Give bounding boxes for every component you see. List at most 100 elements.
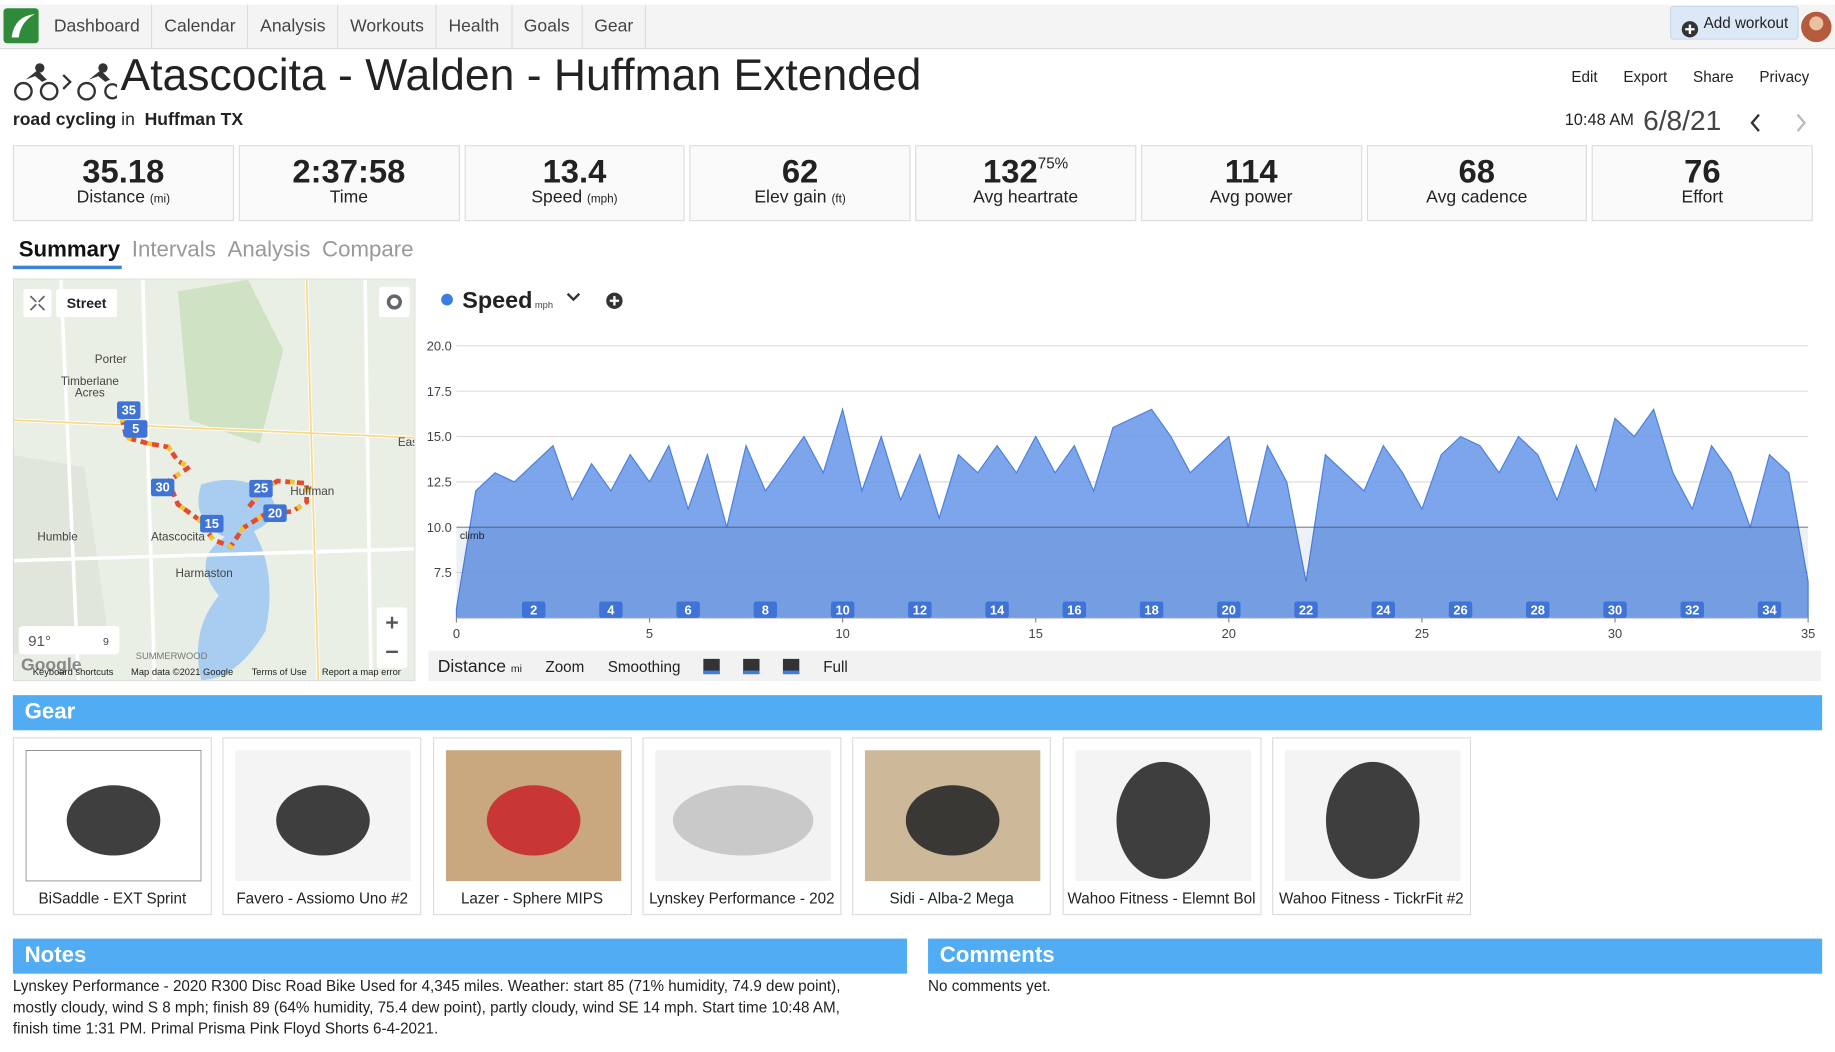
gear-card[interactable]: Lynskey Performance - 202 — [642, 737, 842, 916]
lap-marker[interactable] — [521, 601, 546, 618]
nav-item[interactable]: Calendar — [153, 4, 249, 48]
stat-name: Time — [329, 187, 369, 208]
sport-icons — [14, 63, 118, 101]
stat-box: 62 Elev gain (ft) — [689, 145, 911, 222]
y-tick-label: 15.0 — [427, 429, 452, 444]
stat-label: Effort — [1593, 187, 1812, 207]
date-nav[interactable] — [1744, 111, 1814, 134]
map-label: Huffman — [290, 485, 334, 498]
nav-item[interactable]: Health — [437, 4, 513, 48]
lap-marker[interactable] — [753, 601, 778, 618]
gear-name: Lynskey Performance - 202 — [649, 889, 835, 907]
lap-marker[interactable] — [1526, 601, 1550, 618]
stat-name: Speed — [531, 187, 583, 208]
stat-unit: (mph) — [586, 193, 618, 206]
lap-marker-label: 18 — [1144, 602, 1158, 617]
gear-image — [25, 750, 202, 882]
stat-number: 35.18 — [82, 153, 165, 190]
gear-card[interactable]: Lazer - Sphere MIPS — [432, 737, 632, 916]
x-tick-label: 25 — [1415, 626, 1429, 641]
gear-name: BiSaddle - EXT Sprint — [38, 889, 187, 907]
lap-marker[interactable] — [599, 601, 623, 618]
chart-unit: mph — [535, 300, 553, 310]
stat-label: Speed (mph) — [465, 187, 684, 207]
x-tick-label: 30 — [1608, 626, 1622, 641]
action[interactable]: Export — [1623, 67, 1668, 86]
lap-marker[interactable] — [908, 601, 932, 618]
lap-marker[interactable] — [676, 601, 700, 618]
lap-marker[interactable] — [1062, 601, 1087, 618]
gear-card[interactable]: Wahoo Fitness - Elemnt Bol — [1062, 737, 1261, 916]
map-marker-label: 35 — [122, 402, 136, 417]
map-marker[interactable] — [263, 504, 287, 522]
y-tick-label: 7.5 — [434, 565, 452, 580]
map-marker[interactable] — [124, 420, 148, 438]
gear-name: Lazer - Sphere MIPS — [460, 889, 604, 907]
map-marker[interactable] — [249, 479, 273, 498]
lap-marker-label: 26 — [1453, 602, 1467, 617]
nav-item[interactable]: Workouts — [338, 4, 437, 48]
gear-image — [445, 750, 621, 882]
action[interactable]: Privacy — [1759, 67, 1810, 86]
lap-marker[interactable] — [1603, 601, 1627, 618]
nav-item[interactable]: Dashboard — [42, 4, 153, 48]
chart-controls: Distance mi Zoom Smoothing Full — [428, 650, 1821, 682]
comments-text: No comments yet. — [928, 977, 1051, 995]
stat-value: 13275% — [916, 153, 1135, 190]
view-toggle[interactable] — [783, 658, 800, 674]
tab[interactable]: Intervals — [131, 237, 216, 263]
avatar[interactable] — [1800, 11, 1833, 44]
stat-value: 2:37:58 — [240, 153, 459, 190]
lap-marker-label: 8 — [762, 602, 769, 617]
lap-marker[interactable] — [1757, 601, 1782, 618]
lap-marker[interactable] — [1139, 601, 1164, 618]
lap-marker-label: 2 — [530, 602, 537, 617]
nav-item[interactable]: Gear — [583, 4, 647, 48]
lap-marker[interactable] — [1680, 601, 1704, 618]
y-tick-label: 17.5 — [427, 384, 452, 399]
map-marker[interactable] — [117, 401, 141, 419]
gear-card[interactable]: Sidi - Alba-2 Mega — [852, 737, 1052, 916]
lap-marker[interactable] — [830, 601, 855, 618]
lap-marker[interactable] — [985, 601, 1009, 618]
control-button[interactable]: Full — [823, 657, 848, 675]
tab[interactable]: Analysis — [227, 237, 311, 263]
stat-number: 132 — [983, 153, 1038, 190]
tab[interactable]: Compare — [322, 237, 414, 263]
lap-marker[interactable] — [1371, 601, 1395, 618]
view-toggle[interactable] — [703, 658, 721, 674]
action[interactable]: Edit — [1571, 67, 1598, 86]
stat-box: 13275% Avg heartrate — [915, 145, 1137, 222]
action[interactable]: Share — [1693, 67, 1734, 86]
stat-number: 68 — [1458, 153, 1496, 190]
annotation: climb — [460, 530, 485, 542]
control-button[interactable]: Zoom — [545, 657, 585, 675]
stat-label: Avg power — [1142, 187, 1361, 207]
map-layer: Street — [67, 295, 107, 311]
x-axis-select[interactable]: Distance mi — [438, 656, 522, 676]
control-button[interactable]: Smoothing — [607, 657, 681, 675]
nav-item[interactable]: Goals — [512, 4, 583, 48]
gear-card[interactable]: BiSaddle - EXT Sprint — [12, 737, 212, 916]
lap-marker-label: 24 — [1376, 602, 1391, 617]
gear-card[interactable]: Wahoo Fitness - TickrFit #2 — [1271, 737, 1471, 916]
stat-unit: (ft) — [831, 193, 846, 206]
map-marker[interactable] — [200, 514, 224, 533]
gear-card[interactable]: Favero - Assiomo Uno #2 — [222, 737, 422, 916]
y-tick-label: 10.0 — [427, 520, 452, 535]
lap-marker[interactable] — [1217, 601, 1241, 618]
lap-marker[interactable] — [1448, 601, 1473, 618]
actions: Edit Export Share Privacy — [1571, 68, 1809, 86]
tab[interactable]: Summary — [18, 237, 121, 263]
map-label: Timberlane — [61, 375, 119, 388]
map-marker[interactable] — [150, 478, 175, 497]
view-toggle[interactable] — [743, 658, 761, 674]
stat-box: 35.18 Distance (mi) — [12, 145, 234, 222]
y-tick-label: 20.0 — [427, 339, 452, 354]
stat-box: 68 Avg cadence — [1366, 145, 1588, 222]
item-shape — [672, 785, 814, 856]
lap-marker[interactable] — [1294, 601, 1318, 618]
nav-item[interactable]: Analysis — [248, 4, 339, 48]
logo[interactable] — [0, 5, 42, 48]
